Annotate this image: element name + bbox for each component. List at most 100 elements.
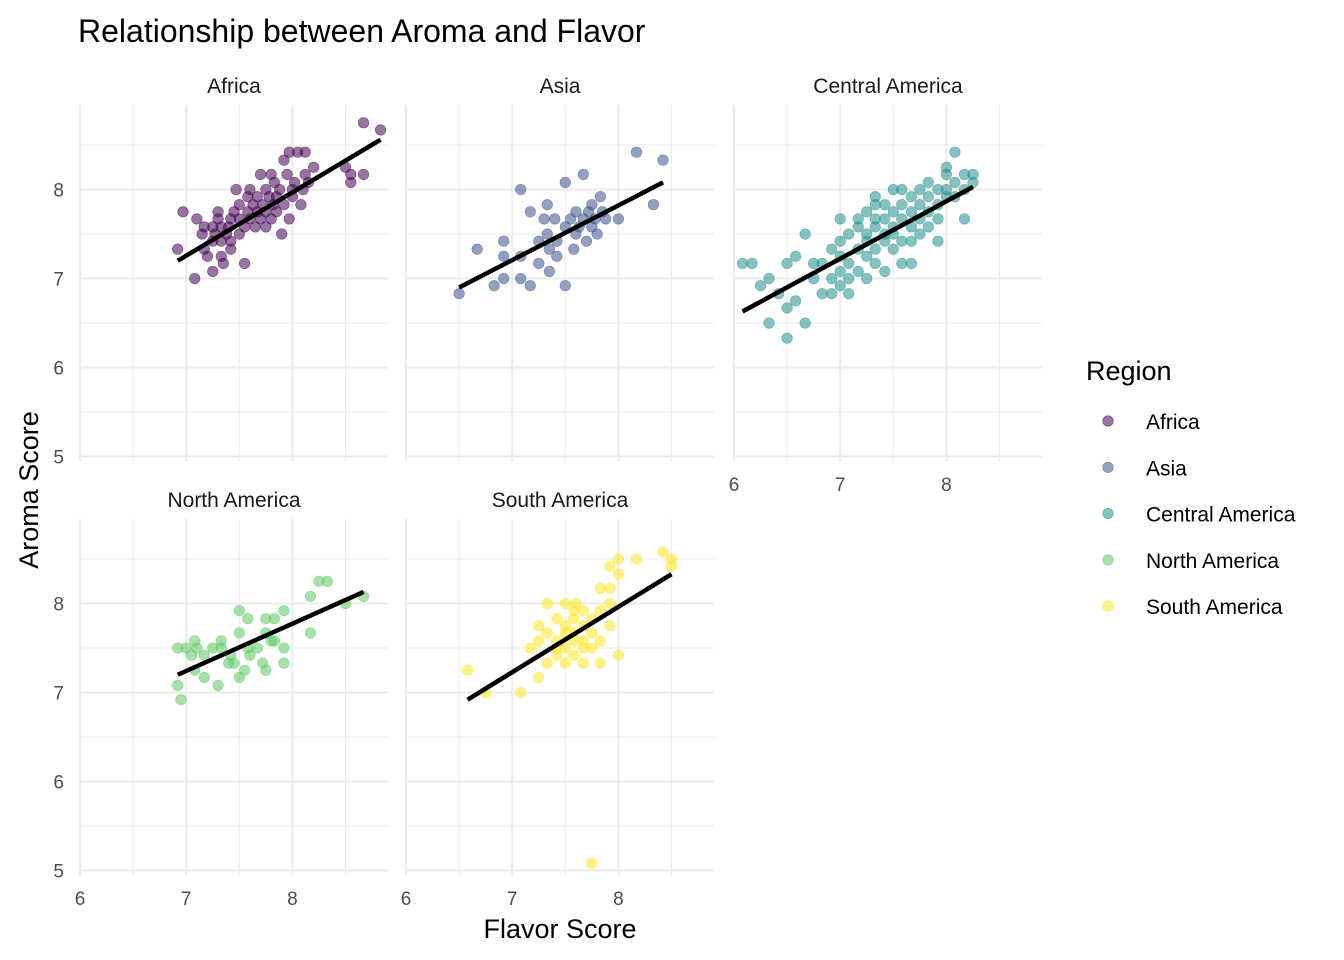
data-point xyxy=(471,243,483,255)
data-point xyxy=(905,235,917,247)
data-point xyxy=(949,146,961,158)
data-point xyxy=(612,213,625,225)
data-point xyxy=(594,635,606,647)
data-point xyxy=(207,265,219,278)
data-point xyxy=(869,191,881,203)
data-point xyxy=(914,228,926,240)
data-point xyxy=(299,146,311,158)
data-point xyxy=(191,642,203,654)
legend-item: Africa xyxy=(1102,411,1200,434)
data-point xyxy=(295,199,307,211)
data-point xyxy=(887,206,899,218)
y-tick-label: 7 xyxy=(53,684,64,705)
data-point xyxy=(896,183,908,196)
data-point xyxy=(604,560,616,572)
data-point xyxy=(843,257,855,270)
data-point xyxy=(879,199,891,211)
data-point xyxy=(268,635,280,647)
data-point xyxy=(781,302,793,314)
data-point xyxy=(533,620,545,632)
legend-key-dot xyxy=(1102,415,1114,427)
x-tick-label: 6 xyxy=(75,889,86,910)
data-point xyxy=(630,553,643,565)
y-tick-label: 6 xyxy=(53,773,64,794)
legend-item: Central America xyxy=(1102,504,1296,527)
data-point xyxy=(212,679,224,692)
data-point xyxy=(861,250,873,262)
data-point xyxy=(515,272,527,285)
data-point xyxy=(577,657,589,669)
data-point xyxy=(914,199,926,211)
data-point xyxy=(191,213,203,225)
data-point xyxy=(543,243,555,255)
legend-label: Central America xyxy=(1146,504,1296,527)
facet-panel: Central America 6 7 8 xyxy=(729,75,1042,496)
data-point xyxy=(559,280,571,292)
data-point xyxy=(515,183,527,196)
data-point xyxy=(586,857,598,870)
x-tick-label: 8 xyxy=(287,889,298,910)
data-point xyxy=(922,191,934,203)
legend-label: Africa xyxy=(1146,411,1200,434)
data-point xyxy=(932,213,944,225)
data-point xyxy=(630,146,643,158)
data-point xyxy=(281,168,293,181)
data-point xyxy=(604,597,616,610)
legend-item: South America xyxy=(1102,596,1283,619)
data-point xyxy=(861,272,873,285)
data-point xyxy=(799,228,811,240)
data-point xyxy=(212,206,224,218)
legend-key-dot xyxy=(1102,600,1114,612)
x-tick-label: 7 xyxy=(507,889,518,910)
facet-panel: Africa 5 6 7 8 xyxy=(53,75,388,469)
data-point xyxy=(922,221,934,233)
data-point xyxy=(591,228,603,240)
data-point xyxy=(586,199,598,211)
panel-grid xyxy=(79,105,388,461)
data-point xyxy=(826,288,838,300)
facet-strip-label: South America xyxy=(492,489,629,512)
legend-label: Asia xyxy=(1146,457,1187,480)
data-point xyxy=(357,117,370,129)
y-tick-label: 8 xyxy=(53,595,64,616)
data-point xyxy=(861,228,873,240)
y-tick-label: 5 xyxy=(53,862,64,883)
data-point xyxy=(922,176,934,189)
data-point xyxy=(233,199,245,211)
data-point xyxy=(278,642,290,654)
data-point xyxy=(524,206,536,218)
data-point xyxy=(321,575,334,587)
data-point xyxy=(453,288,465,300)
data-point xyxy=(843,228,855,240)
data-point xyxy=(308,161,320,173)
y-tick-label: 6 xyxy=(53,359,64,380)
data-point xyxy=(570,206,582,218)
data-point xyxy=(843,272,855,285)
data-point xyxy=(559,657,571,669)
data-point xyxy=(538,213,550,225)
data-point xyxy=(225,243,237,255)
data-point xyxy=(905,206,917,218)
data-point xyxy=(175,694,187,706)
data-point xyxy=(278,657,290,669)
data-point xyxy=(580,235,593,247)
facet-panel: South America 6 7 8 xyxy=(401,489,714,910)
data-point xyxy=(799,317,811,329)
data-point xyxy=(612,553,625,565)
data-point xyxy=(278,605,290,617)
legend-key-dot xyxy=(1102,461,1114,473)
x-axis-label: Flavor Score xyxy=(483,914,636,944)
data-point xyxy=(577,168,589,181)
legend-key-dot xyxy=(1102,507,1114,520)
data-point xyxy=(789,250,802,262)
data-point xyxy=(612,649,625,661)
scatter-points xyxy=(736,146,979,344)
data-point xyxy=(274,183,286,196)
data-point xyxy=(559,597,571,610)
data-point xyxy=(278,154,290,166)
data-point xyxy=(549,213,561,225)
data-point xyxy=(215,635,227,647)
data-point xyxy=(198,671,210,684)
data-point xyxy=(357,168,370,181)
